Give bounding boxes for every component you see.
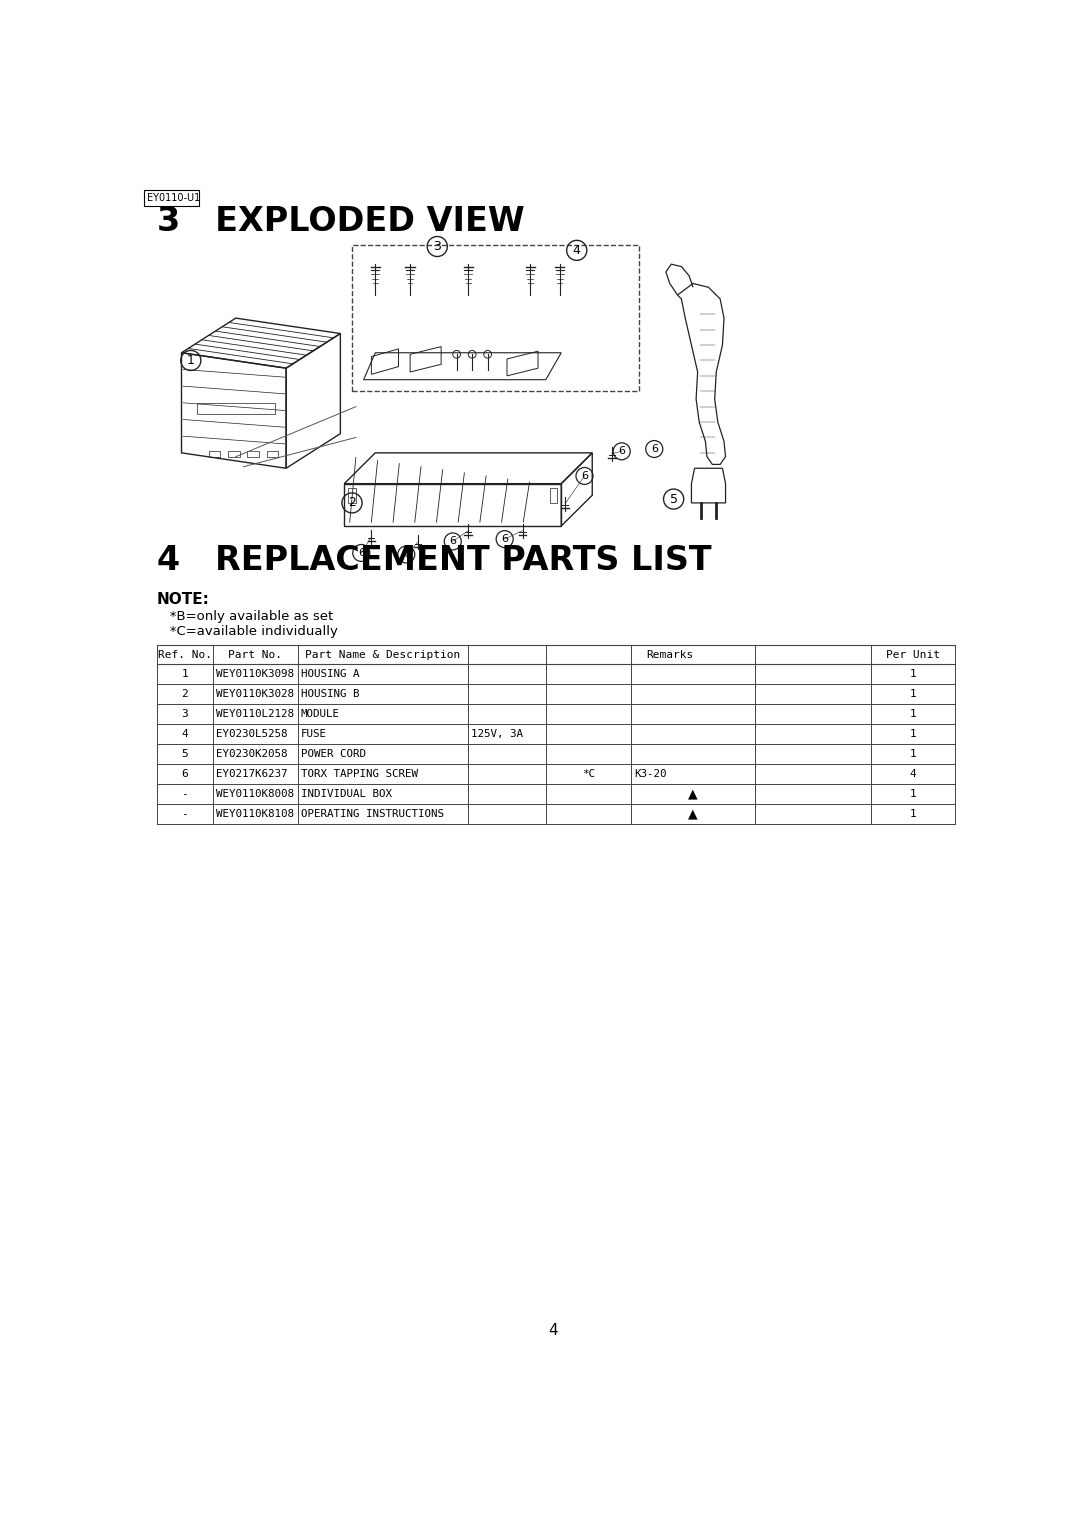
Bar <box>550 487 557 503</box>
Bar <box>348 487 356 503</box>
Text: 3   EXPLODED VIEW: 3 EXPLODED VIEW <box>157 205 525 238</box>
Text: *C=available individually: *C=available individually <box>157 625 338 639</box>
Text: 1: 1 <box>909 669 917 678</box>
Text: EY0230K2058: EY0230K2058 <box>216 749 287 759</box>
Text: *B=only available as set: *B=only available as set <box>157 610 333 622</box>
Text: 6: 6 <box>501 535 509 544</box>
Text: 6: 6 <box>357 549 365 558</box>
Text: WEY0110K3098: WEY0110K3098 <box>216 669 294 678</box>
Bar <box>267 451 279 457</box>
Text: EY0110-U1: EY0110-U1 <box>147 193 201 203</box>
Text: 6: 6 <box>181 769 188 779</box>
Text: 5: 5 <box>670 492 677 506</box>
Text: -: - <box>181 788 188 799</box>
Bar <box>208 451 220 457</box>
Text: 125V, 3A: 125V, 3A <box>471 729 524 740</box>
Text: 1: 1 <box>909 729 917 740</box>
Text: TORX TAPPING SCREW: TORX TAPPING SCREW <box>301 769 418 779</box>
Text: WEY0110K8108: WEY0110K8108 <box>216 808 294 819</box>
Text: -: - <box>181 808 188 819</box>
Text: 6: 6 <box>651 445 658 454</box>
Bar <box>145 189 199 206</box>
Text: 1: 1 <box>909 749 917 759</box>
Text: 2: 2 <box>348 497 356 509</box>
Text: WEY0110L2128: WEY0110L2128 <box>216 709 294 718</box>
Text: HOUSING B: HOUSING B <box>301 689 360 698</box>
Text: Remarks: Remarks <box>646 649 693 660</box>
Text: 4: 4 <box>181 729 188 740</box>
Text: POWER CORD: POWER CORD <box>301 749 366 759</box>
Text: Part Name & Description: Part Name & Description <box>306 649 461 660</box>
Text: 3: 3 <box>433 240 442 254</box>
Text: Ref. No.: Ref. No. <box>158 649 212 660</box>
Text: ▲: ▲ <box>688 807 698 821</box>
Text: 6: 6 <box>403 550 409 559</box>
Text: 4: 4 <box>572 244 581 257</box>
Text: Part No.: Part No. <box>228 649 282 660</box>
Text: 6: 6 <box>618 446 625 457</box>
Text: 4   REPLACEMENT PARTS LIST: 4 REPLACEMENT PARTS LIST <box>157 544 712 578</box>
Text: INDIVIDUAL BOX: INDIVIDUAL BOX <box>301 788 392 799</box>
Text: 5: 5 <box>181 749 188 759</box>
Text: ▲: ▲ <box>688 787 698 801</box>
Text: 3: 3 <box>181 709 188 718</box>
Text: HOUSING A: HOUSING A <box>301 669 360 678</box>
Text: WEY0110K3028: WEY0110K3028 <box>216 689 294 698</box>
Text: 6: 6 <box>581 471 588 481</box>
Text: K3-20: K3-20 <box>634 769 666 779</box>
Text: FUSE: FUSE <box>301 729 327 740</box>
Text: EY0230L5258: EY0230L5258 <box>216 729 287 740</box>
Text: 1: 1 <box>187 354 194 367</box>
Bar <box>228 451 240 457</box>
Text: EY0217K6237: EY0217K6237 <box>216 769 287 779</box>
Text: 4: 4 <box>549 1323 558 1339</box>
Text: 1: 1 <box>909 808 917 819</box>
Bar <box>247 451 259 457</box>
Text: 1: 1 <box>181 669 188 678</box>
Text: WEY0110K8008: WEY0110K8008 <box>216 788 294 799</box>
Text: 2: 2 <box>181 689 188 698</box>
Bar <box>197 403 274 414</box>
Text: OPERATING INSTRUCTIONS: OPERATING INSTRUCTIONS <box>301 808 444 819</box>
Text: 4: 4 <box>909 769 917 779</box>
Text: 1: 1 <box>909 689 917 698</box>
Text: *C: *C <box>582 769 595 779</box>
Text: 6: 6 <box>449 536 456 547</box>
Text: MODULE: MODULE <box>301 709 340 718</box>
Bar <box>352 244 638 391</box>
Text: 1: 1 <box>909 788 917 799</box>
Text: NOTE:: NOTE: <box>157 591 210 607</box>
Text: 1: 1 <box>909 709 917 718</box>
Text: Per Unit: Per Unit <box>886 649 940 660</box>
